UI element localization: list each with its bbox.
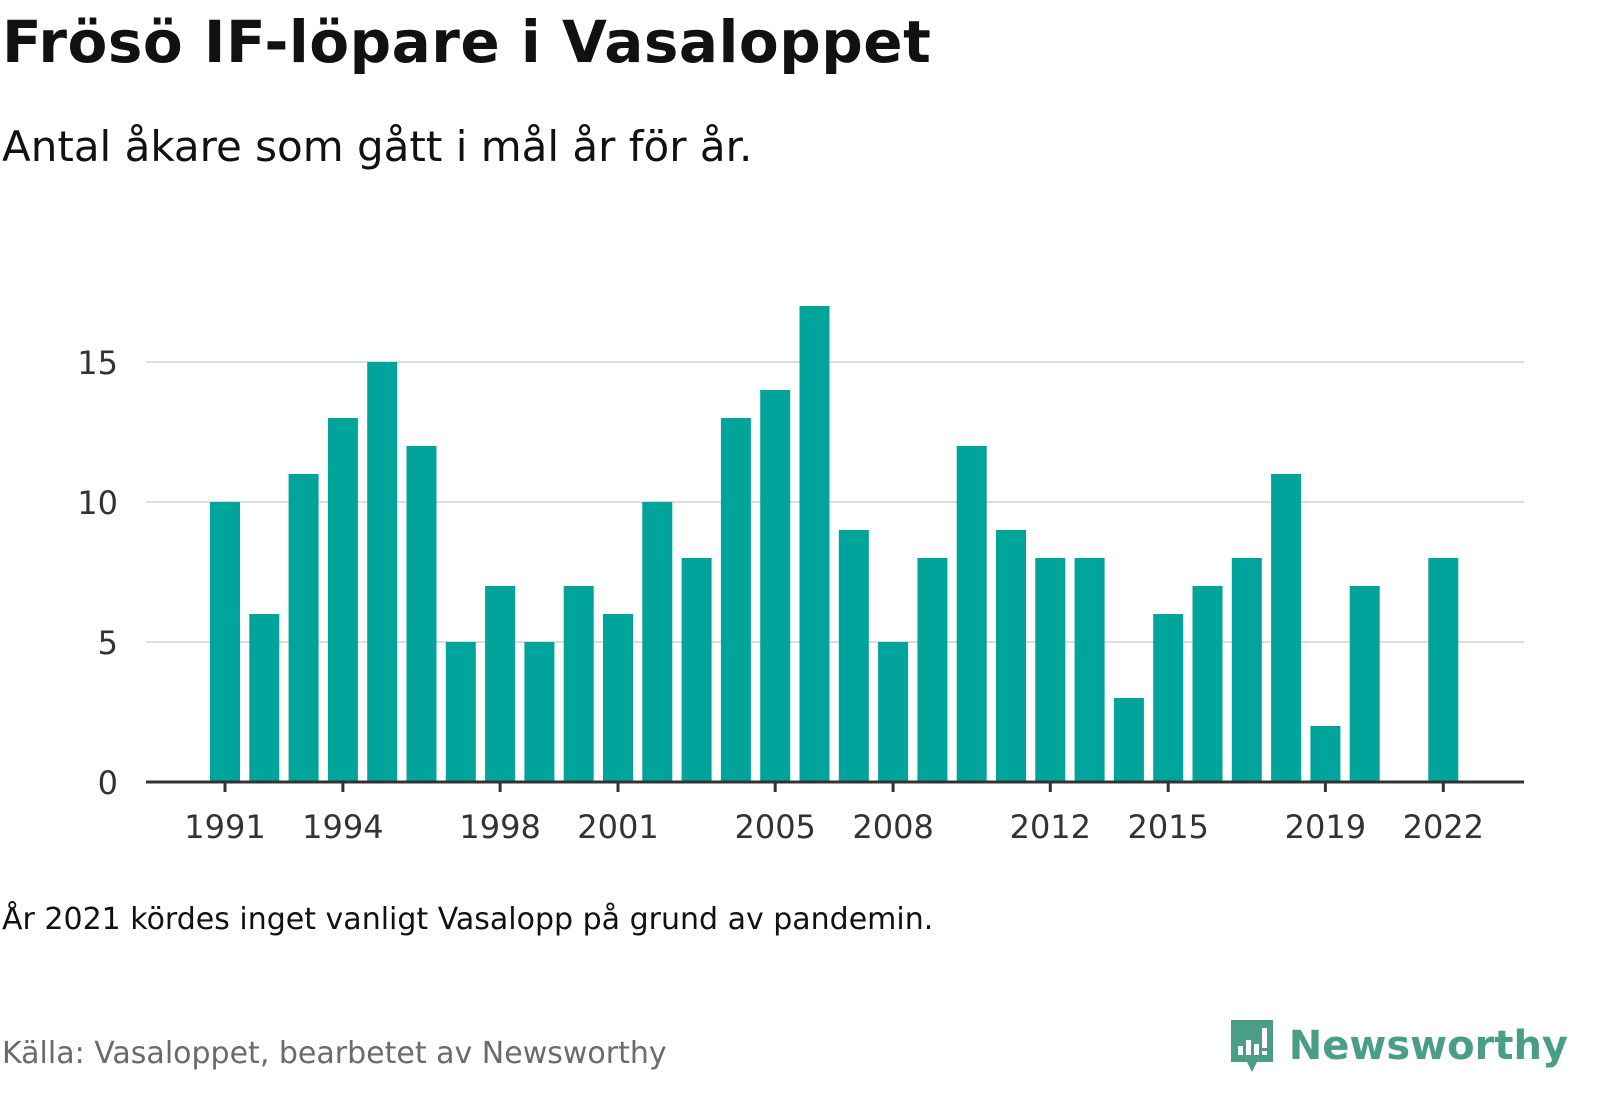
bar-2005: [760, 390, 791, 782]
bar-1994: [327, 418, 358, 782]
bar-2003: [681, 558, 712, 782]
bar-2013: [1074, 558, 1105, 782]
bar-2002: [642, 502, 673, 782]
brand-logo: Newsworthy: [1227, 1016, 1568, 1076]
x-tick-label: 1991: [184, 808, 265, 846]
x-tick-label: 2008: [852, 808, 933, 846]
bar-2010: [956, 446, 987, 782]
bar-1996: [406, 446, 437, 782]
x-tick-label: 2015: [1127, 808, 1208, 846]
y-tick-label: 0: [98, 764, 118, 802]
bar-2016: [1192, 586, 1223, 782]
bar-2012: [1035, 558, 1066, 782]
y-tick-label: 5: [98, 624, 118, 662]
bar-2017: [1231, 558, 1262, 782]
bar-2007: [838, 530, 869, 782]
chart-note: År 2021 kördes inget vanligt Vasalopp på…: [2, 902, 934, 937]
bar-1998: [485, 586, 516, 782]
bar-1997: [445, 642, 476, 782]
bar-1995: [367, 362, 398, 782]
bar-2019: [1310, 726, 1341, 782]
axes: 0 5 10 15 1991 1994 1998 2001 2005 2008 2012 2015 20…: [77, 344, 1524, 846]
bar-2022: [1428, 558, 1459, 782]
x-tick-label: 1998: [459, 808, 540, 846]
bar-2001: [603, 614, 633, 782]
bar-2009: [917, 558, 948, 782]
x-tick-label: 2012: [1010, 808, 1091, 846]
source-text: Källa: Vasaloppet, bearbetet av Newswort…: [2, 1036, 667, 1071]
bar-2000: [563, 586, 594, 782]
bar-2011: [996, 530, 1026, 782]
bar-2018: [1271, 474, 1302, 782]
bar-1999: [524, 642, 555, 782]
bar-1993: [288, 474, 319, 782]
bar-2008: [878, 642, 909, 782]
newsworthy-chart-logo-icon: [1230, 1020, 1273, 1072]
bar-2020: [1349, 586, 1380, 782]
chart-subtitle: Antal åkare som gått i mål år för år.: [2, 122, 753, 171]
bar-1992: [249, 614, 280, 782]
y-tick-label: 10: [77, 484, 118, 522]
x-tick-label: 2019: [1285, 808, 1366, 846]
y-tick-label: 15: [77, 344, 118, 382]
bar-2014: [1113, 698, 1144, 782]
bar-2004: [720, 418, 751, 782]
bar-1991: [210, 502, 240, 782]
chart-title: Frösö IF-löpare i Vasaloppet: [2, 8, 932, 76]
x-tick-label: 2022: [1403, 808, 1484, 846]
bar-2006: [799, 306, 830, 782]
x-tick-label: 1994: [302, 808, 383, 846]
x-tick-label: 2005: [734, 808, 815, 846]
bar-chart: 0 5 10 15 1991 1994 1998 2001 2005 2008 2012 2015 20…: [77, 306, 1524, 846]
bar-2015: [1153, 614, 1184, 782]
brand-name: Newsworthy: [1288, 1023, 1568, 1069]
x-tick-label: 2001: [577, 808, 658, 846]
bars: [210, 306, 1459, 782]
